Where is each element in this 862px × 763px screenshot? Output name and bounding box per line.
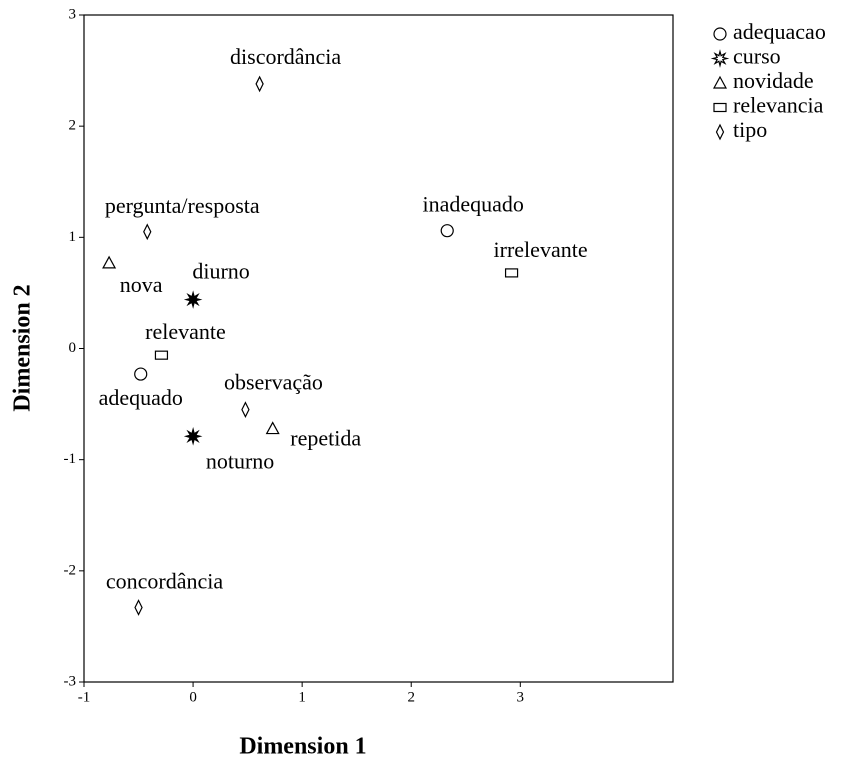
legend-label: tipo [733,117,767,142]
legend-marker [713,102,727,113]
point [102,255,117,269]
point [241,401,250,418]
legend-marker [710,49,730,68]
x-axis-title: Dimension 1 [239,734,366,760]
y-tick-label: 2 [69,118,77,134]
point-label: diurno [192,259,249,284]
x-tick-label: 3 [517,689,525,705]
point [183,290,203,309]
point-label: adequado [99,385,183,410]
y-tick-label: -2 [64,562,77,578]
legend-marker [712,75,728,89]
point-label: inadequado [423,192,524,217]
y-tick-label: 3 [69,6,77,22]
point [440,224,454,238]
point-label: discordância [230,44,341,69]
x-tick-label: -1 [78,689,91,705]
point-label: relevante [145,319,226,344]
y-tick-label: 0 [69,340,77,356]
legend-label: curso [733,44,781,69]
y-tick-label: 1 [69,229,77,245]
point [134,599,143,616]
point [154,350,169,360]
point-label: noturno [206,448,274,473]
legend-marker [715,123,725,141]
x-tick-label: 0 [189,689,197,705]
point [265,421,280,435]
y-tick-label: -3 [64,673,77,689]
y-tick-label: -1 [64,451,77,467]
legend-label: novidade [733,68,814,93]
point-label: nova [120,272,163,297]
point [134,367,148,381]
point-label: repetida [290,426,361,451]
legend-label: relevancia [733,93,824,118]
point-label: pergunta/resposta [105,193,260,218]
point-label: observação [224,370,323,395]
point [504,268,519,278]
point-label: irrelevante [494,237,588,262]
y-axis-title: Dimension 2 [10,284,36,411]
legend-label: adequacao [733,19,826,44]
x-tick-label: 1 [298,689,306,705]
point [143,223,152,241]
x-tick-label: 2 [407,689,415,705]
point [255,75,264,93]
legend-marker [713,27,727,41]
point [183,426,203,446]
point-label: concordância [106,569,223,594]
